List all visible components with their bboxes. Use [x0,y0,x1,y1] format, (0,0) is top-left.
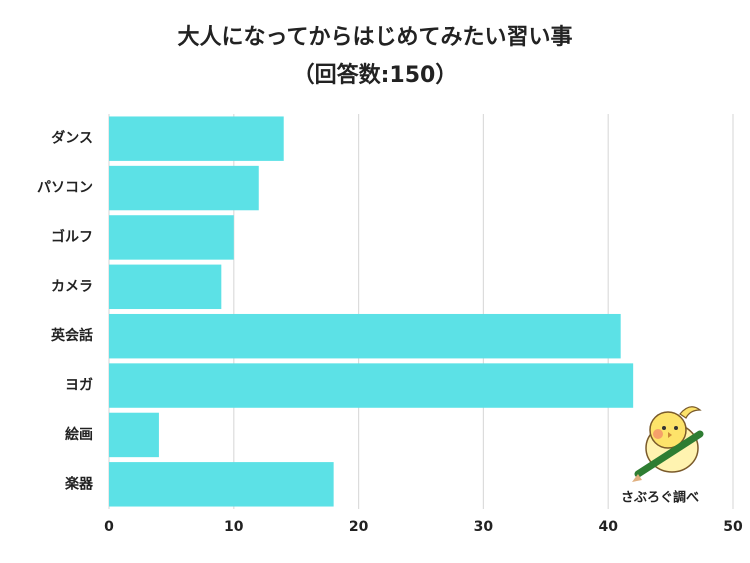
chart-title: 大人になってからはじめてみたい習い事 [178,24,573,50]
y-tick-label: ゴルフ [51,228,93,245]
x-tick-label: 30 [474,519,494,535]
mascot [632,406,704,482]
bar [109,215,234,260]
bar [109,116,284,161]
y-tick-label: パソコン [37,180,93,196]
x-tick-label: 0 [104,519,114,535]
chart-subtitle: （回答数:150） [293,62,458,88]
bar [109,363,634,408]
y-tick-label: 英会話 [50,327,93,344]
bar [109,313,621,359]
x-tick-label: 10 [224,519,244,535]
bar [109,165,259,211]
x-tick-label: 40 [598,519,618,535]
bar [109,462,334,507]
x-tick-label: 50 [723,519,743,535]
y-tick-label: ダンス [51,130,93,147]
y-tick-label: カメラ [51,279,93,295]
y-tick-label: 絵画 [65,426,93,443]
x-tick-label: 20 [349,519,369,535]
watermark: さぶろぐ調べ [621,490,699,506]
bar [109,264,222,310]
y-tick-label: 楽器 [64,475,94,492]
bar [109,412,159,458]
y-tick-label: ヨガ [65,378,93,394]
